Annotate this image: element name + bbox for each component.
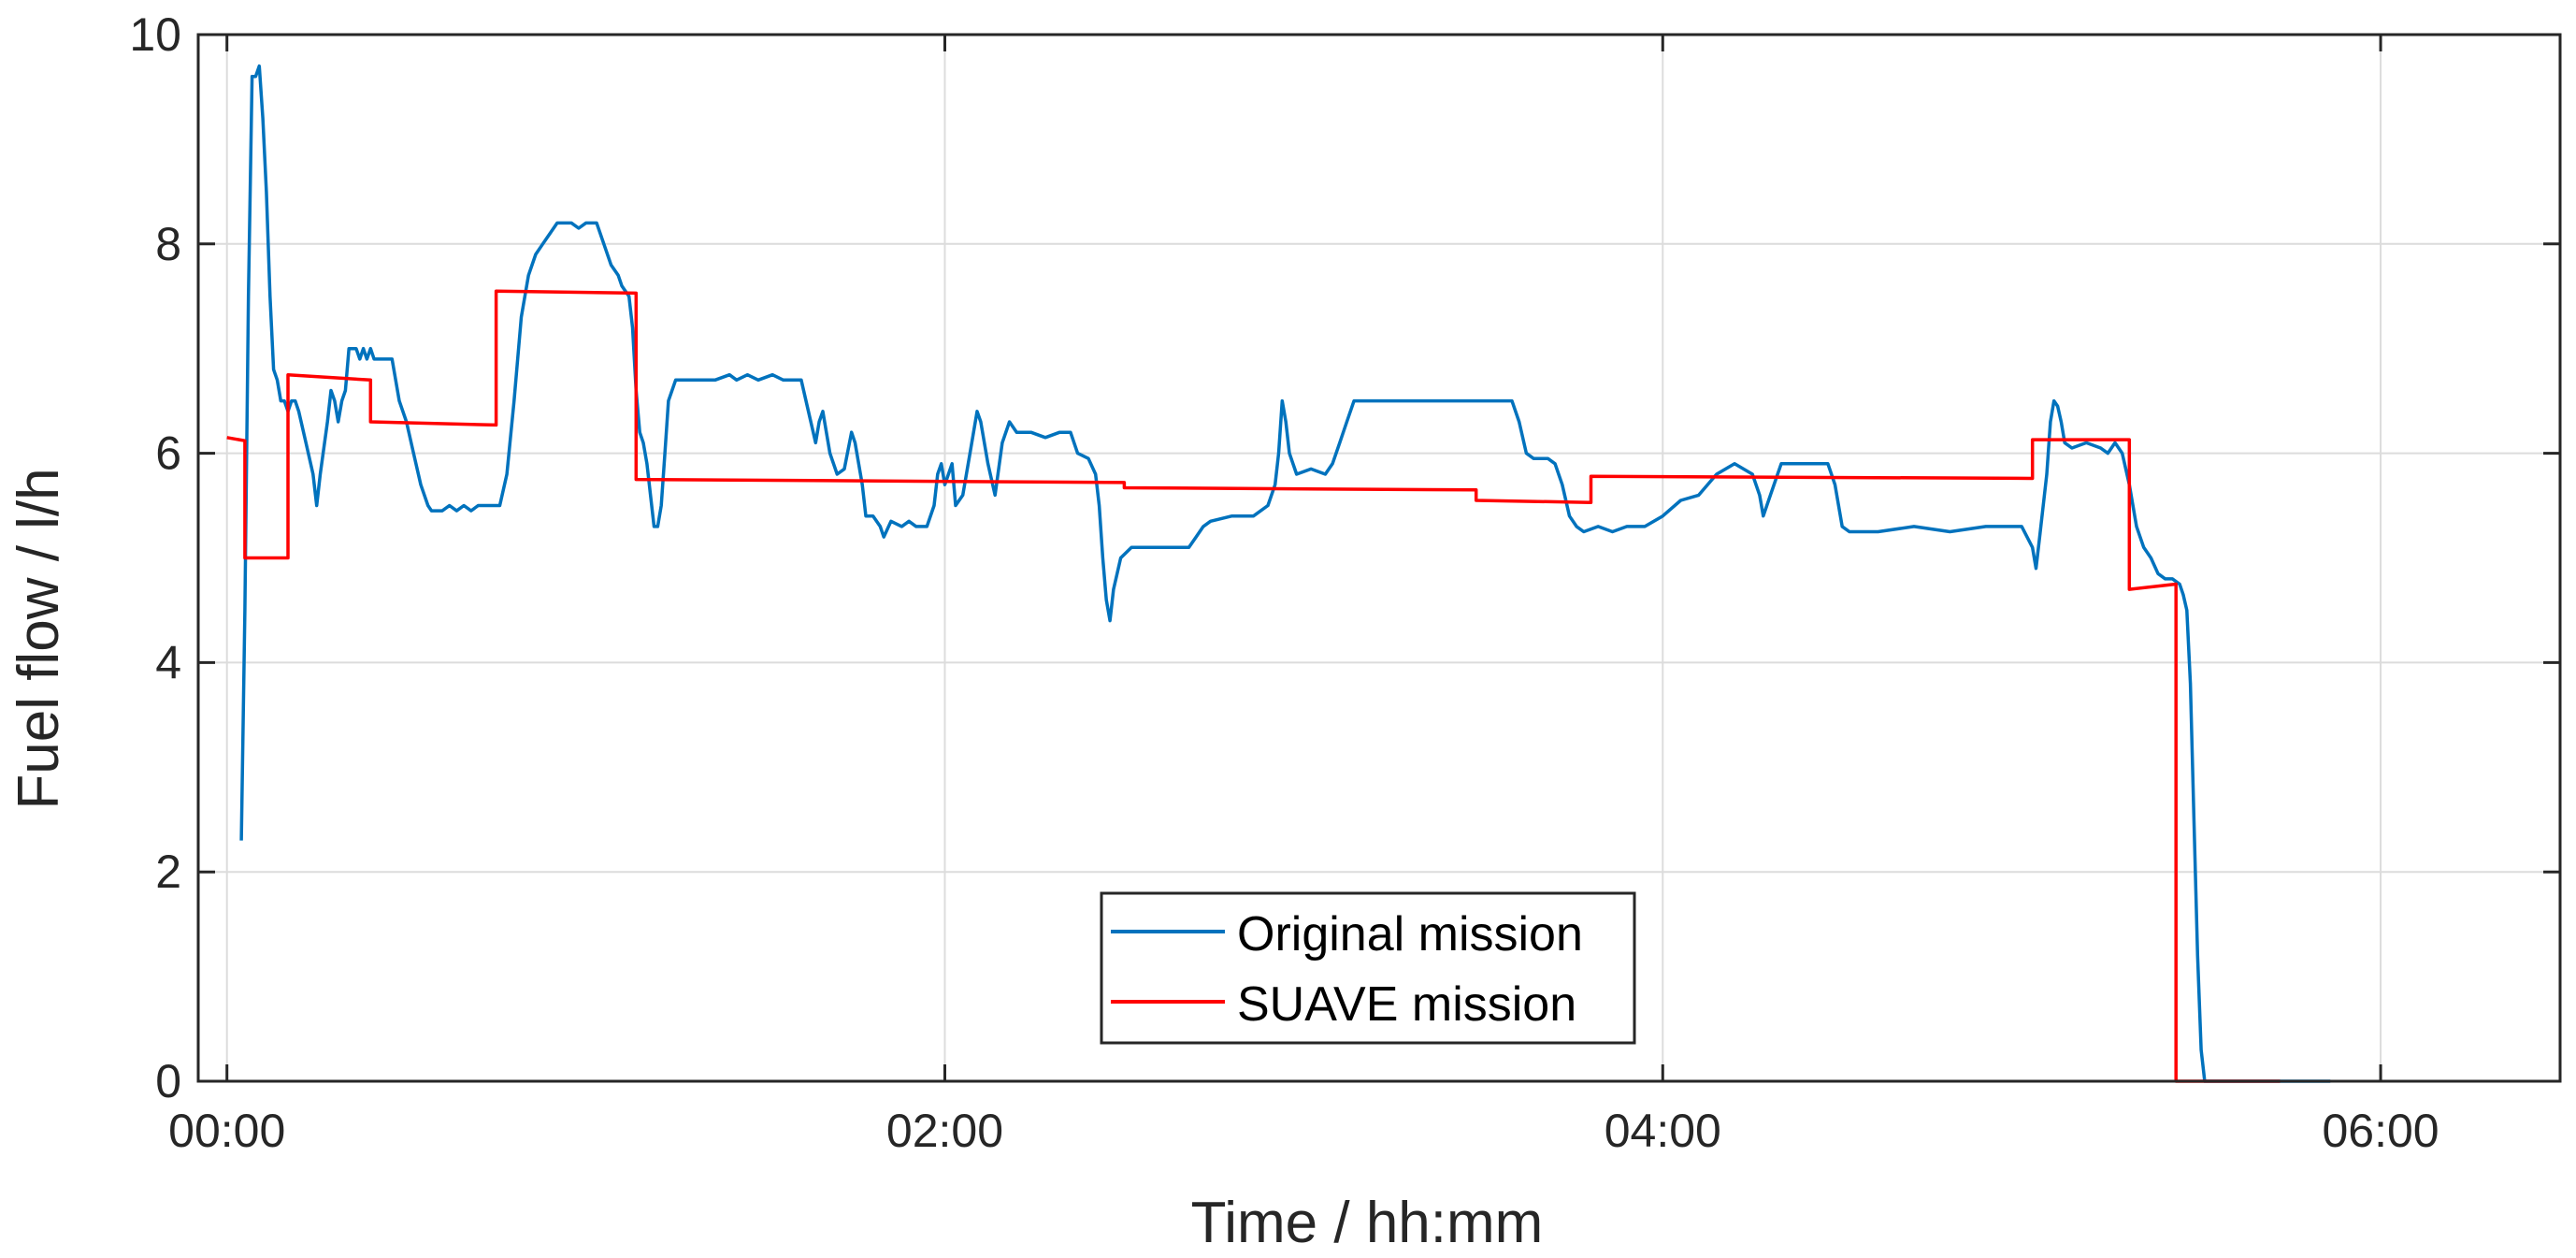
axis-ticks: 00:00 02:00 04:00 06:00 0 2 4 6 8 10 — [129, 8, 2560, 1157]
y-tick-label: 6 — [155, 427, 181, 480]
y-tick-label: 0 — [155, 1055, 181, 1107]
y-axis-label: Fuel flow / l/h — [7, 468, 71, 809]
plot-frame — [196, 33, 2562, 1083]
legend-label-suave-mission: SUAVE mission — [1237, 977, 1576, 1032]
plot-area — [226, 64, 2331, 1083]
x-axis-label: Time / hh:mm — [1191, 1191, 1544, 1255]
y-tick-label: 2 — [155, 846, 181, 898]
x-tick-label: 00:00 — [168, 1105, 285, 1157]
y-tick-label: 10 — [129, 8, 181, 61]
y-tick-label: 8 — [155, 218, 181, 270]
legend-label-original-mission: Original mission — [1237, 907, 1583, 962]
legend: Original mission SUAVE mission — [1100, 891, 1636, 1045]
series-line-suave-mission — [226, 289, 2281, 1083]
x-tick-label: 02:00 — [886, 1105, 1003, 1157]
y-tick-label: 4 — [155, 636, 181, 688]
x-tick-label: 04:00 — [1605, 1105, 1721, 1157]
legend-box — [1100, 891, 1636, 1045]
series-line-original-mission — [239, 64, 2331, 1083]
x-tick-label: 06:00 — [2322, 1105, 2439, 1157]
